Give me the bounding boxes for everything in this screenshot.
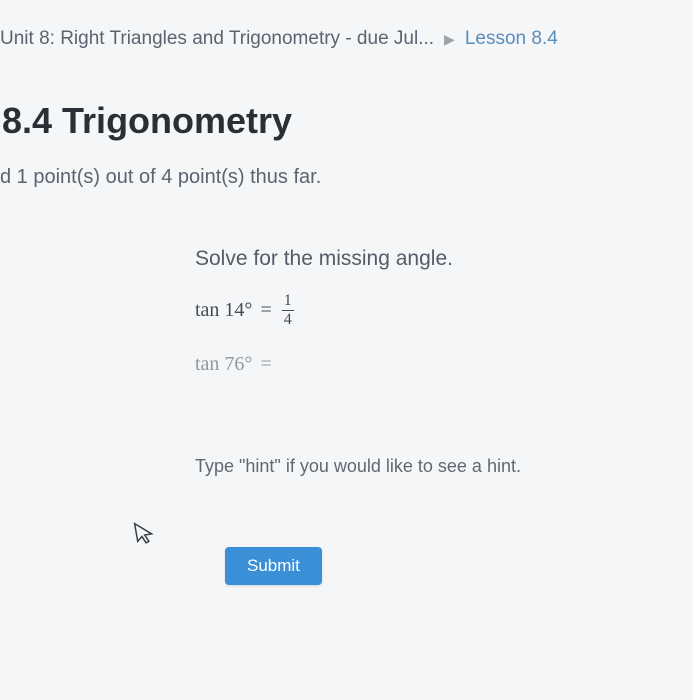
breadcrumb-unit-link[interactable]: Unit 8: Right Triangles and Trigonometry… xyxy=(0,28,434,50)
breadcrumb: Unit 8: Right Triangles and Trigonometry… xyxy=(0,0,693,50)
page-title: 8.4 Trigonometry xyxy=(2,100,693,142)
fraction-denominator: 4 xyxy=(282,310,294,328)
submit-button[interactable]: Submit xyxy=(225,547,322,585)
fraction-numerator: 1 xyxy=(282,293,294,310)
equation-2-equals: = xyxy=(260,353,271,376)
hint-text: Type "hint" if you would like to see a h… xyxy=(195,456,693,477)
submit-area: Submit xyxy=(225,547,693,585)
equation-1: tan 14° = 1 4 xyxy=(195,293,693,328)
breadcrumb-arrow-icon: ▶ xyxy=(444,31,455,48)
question-area: Solve for the missing angle. tan 14° = 1… xyxy=(195,247,693,477)
cursor-icon xyxy=(132,519,157,555)
equation-1-equals: = xyxy=(260,299,271,322)
points-status: d 1 point(s) out of 4 point(s) thus far. xyxy=(0,166,693,189)
question-instruction: Solve for the missing angle. xyxy=(195,247,693,271)
equation-1-fraction: 1 4 xyxy=(282,293,294,328)
breadcrumb-lesson-link[interactable]: Lesson 8.4 xyxy=(465,28,558,50)
answer-input[interactable] xyxy=(280,352,370,376)
equation-2: tan 76° = xyxy=(195,352,693,376)
equation-2-left: tan 76° xyxy=(195,353,252,376)
equation-1-left: tan 14° xyxy=(195,299,252,322)
